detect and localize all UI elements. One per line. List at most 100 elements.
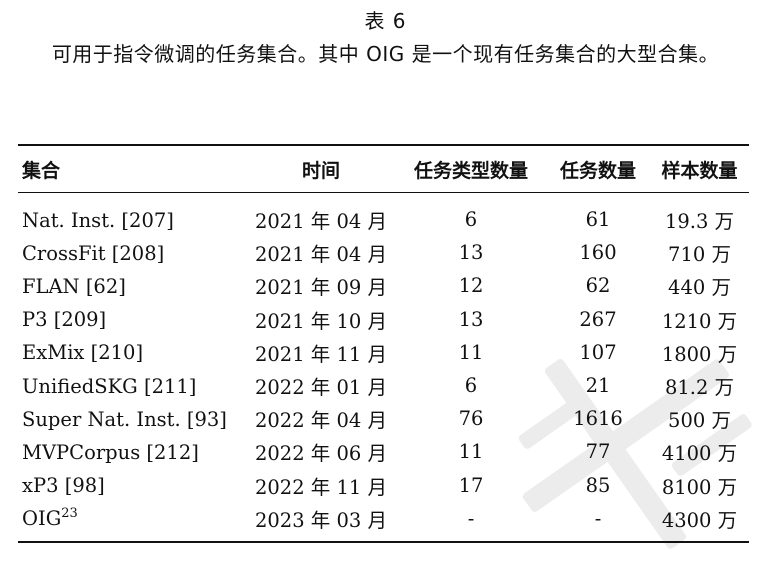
cell-task-types-text: 6 xyxy=(464,208,478,232)
cell-collection: ExMix [210] xyxy=(18,336,246,369)
table-header-row: 集合 时间 任务类型数量 任务数量 样本数量 xyxy=(18,145,749,193)
header-tasks: 任务数量 xyxy=(559,159,636,182)
cell-samples: 4300 万 xyxy=(650,502,749,542)
cell-tasks: 107 xyxy=(546,336,650,369)
cell-task-types-text: 12 xyxy=(458,274,484,298)
instruction-collections-table: 集合 时间 任务类型数量 任务数量 样本数量 Nat. Inst. [207] 2… xyxy=(18,144,749,543)
cell-samples: 4100 万 xyxy=(650,435,749,468)
cell-task-types-text: 17 xyxy=(458,473,484,497)
cell-tasks-text: 62 xyxy=(585,274,611,298)
cell-task-types-text: 11 xyxy=(458,340,484,364)
cell-samples-text: 81.2 万 xyxy=(664,376,735,400)
cell-time: 2021 年 04 月 xyxy=(246,193,396,237)
table-row: xP3 [98] 2022 年 11 月 17 85 8100 万 xyxy=(18,469,749,502)
cell-samples: 1800 万 xyxy=(650,336,749,369)
cell-task-types-text: 13 xyxy=(458,307,484,331)
cell-tasks-text: 160 xyxy=(579,241,617,265)
cell-tasks-text: - xyxy=(594,506,602,530)
table-row: UnifiedSKG [211] 2022 年 01 月 6 21 81.2 万 xyxy=(18,369,749,402)
cell-time: 2021 年 10 月 xyxy=(246,303,396,336)
table-caption: 表 6 可用于指令微调的任务集合。其中 OIG 是一个现有任务集合的大型合集。 xyxy=(0,6,771,71)
cell-samples-text: 1210 万 xyxy=(661,309,738,333)
cell-collection-text: Nat. Inst. [207] xyxy=(22,208,174,232)
cell-samples-text: 1800 万 xyxy=(661,342,738,366)
cell-samples: 710 万 xyxy=(650,236,749,269)
cell-collection: UnifiedSKG [211] xyxy=(18,369,246,402)
cell-time: 2022 年 06 月 xyxy=(246,435,396,468)
cell-samples-text: 710 万 xyxy=(668,243,731,267)
cell-samples-text: 4100 万 xyxy=(661,442,738,466)
cell-collection-text: P3 [209] xyxy=(22,308,107,332)
cell-tasks: - xyxy=(546,502,650,542)
cell-samples-text: 500 万 xyxy=(668,409,731,433)
table-row: Super Nat. Inst. [93] 2022 年 04 月 76 1616 50… xyxy=(18,402,749,435)
cell-tasks-text: 21 xyxy=(585,374,611,398)
cell-collection: CrossFit [208] xyxy=(18,236,246,269)
cell-time-text: 2023 年 03 月 xyxy=(254,508,388,532)
cell-tasks-text: 107 xyxy=(579,340,617,364)
cell-time-text: 2021 年 04 月 xyxy=(254,210,388,234)
caption-text: 可用于指令微调的任务集合。其中 OIG 是一个现有任务集合的大型合集。 xyxy=(51,42,720,66)
cell-task-types-text: 6 xyxy=(464,374,478,398)
instruction-collections-table-container: 集合 时间 任务类型数量 任务数量 样本数量 Nat. Inst. [207] 2… xyxy=(18,144,749,543)
table-row: P3 [209] 2021 年 10 月 13 267 1210 万 xyxy=(18,303,749,336)
cell-collection: P3 [209] xyxy=(18,303,246,336)
cell-time-text: 2022 年 06 月 xyxy=(254,442,388,466)
cell-task-types: 76 xyxy=(396,402,546,435)
cell-collection-text: UnifiedSKG [211] xyxy=(22,374,197,398)
cell-tasks: 1616 xyxy=(546,402,650,435)
cell-task-types: 6 xyxy=(396,369,546,402)
cell-time-text: 2021 年 09 月 xyxy=(254,276,388,300)
cell-time: 2022 年 11 月 xyxy=(246,469,396,502)
cell-tasks-text: 61 xyxy=(585,208,611,232)
cell-time-text: 2021 年 04 月 xyxy=(254,243,388,267)
cell-time: 2021 年 09 月 xyxy=(246,269,396,302)
cell-samples: 81.2 万 xyxy=(650,369,749,402)
cell-collection-text: FLAN [62] xyxy=(22,274,126,298)
header-collection: 集合 xyxy=(22,159,61,182)
cell-time: 2021 年 04 月 xyxy=(246,236,396,269)
table-number: 表 6 xyxy=(364,9,407,33)
cell-tasks-text: 1616 xyxy=(573,407,623,431)
cell-samples-text: 8100 万 xyxy=(661,475,738,499)
cell-collection: OIG23 xyxy=(18,502,246,542)
cell-tasks: 62 xyxy=(546,269,650,302)
header-samples: 样本数量 xyxy=(661,159,738,182)
cell-time-text: 2021 年 10 月 xyxy=(254,309,388,333)
header-task-types: 任务类型数量 xyxy=(413,159,528,182)
cell-task-types: 11 xyxy=(396,336,546,369)
cell-time-text: 2021 年 11 月 xyxy=(254,342,388,366)
footnote-marker: 23 xyxy=(61,506,78,522)
cell-task-types: 6 xyxy=(396,193,546,237)
cell-collection: FLAN [62] xyxy=(18,269,246,302)
cell-collection-text: OIG xyxy=(22,507,62,531)
cell-time: 2022 年 04 月 xyxy=(246,402,396,435)
cell-collection: Super Nat. Inst. [93] xyxy=(18,402,246,435)
cell-task-types-text: - xyxy=(467,506,475,530)
cell-task-types: 13 xyxy=(396,236,546,269)
cell-collection-text: CrossFit [208] xyxy=(22,241,165,265)
cell-collection: Nat. Inst. [207] xyxy=(18,193,246,237)
cell-task-types-text: 13 xyxy=(458,241,484,265)
cell-collection-text: ExMix [210] xyxy=(22,341,144,365)
cell-tasks-text: 77 xyxy=(585,440,611,464)
cell-samples-text: 19.3 万 xyxy=(664,210,735,234)
cell-samples: 440 万 xyxy=(650,269,749,302)
cell-time-text: 2022 年 11 月 xyxy=(254,475,388,499)
cell-tasks-text: 85 xyxy=(585,473,611,497)
cell-tasks: 61 xyxy=(546,193,650,237)
cell-samples-text: 4300 万 xyxy=(661,508,738,532)
table-row: ExMix [210] 2021 年 11 月 11 107 1800 万 xyxy=(18,336,749,369)
cell-collection-text: xP3 [98] xyxy=(22,474,105,498)
cell-task-types: 17 xyxy=(396,469,546,502)
cell-collection-text: Super Nat. Inst. [93] xyxy=(22,407,227,431)
cell-samples: 19.3 万 xyxy=(650,193,749,237)
table-row: Nat. Inst. [207] 2021 年 04 月 6 61 19.3 万 xyxy=(18,193,749,237)
cell-time-text: 2022 年 04 月 xyxy=(254,409,388,433)
cell-time: 2022 年 01 月 xyxy=(246,369,396,402)
cell-time: 2021 年 11 月 xyxy=(246,336,396,369)
table-row: MVPCorpus [212] 2022 年 06 月 11 77 4100 万 xyxy=(18,435,749,468)
cell-task-types-text: 11 xyxy=(458,440,484,464)
cell-samples: 1210 万 xyxy=(650,303,749,336)
cell-samples: 500 万 xyxy=(650,402,749,435)
